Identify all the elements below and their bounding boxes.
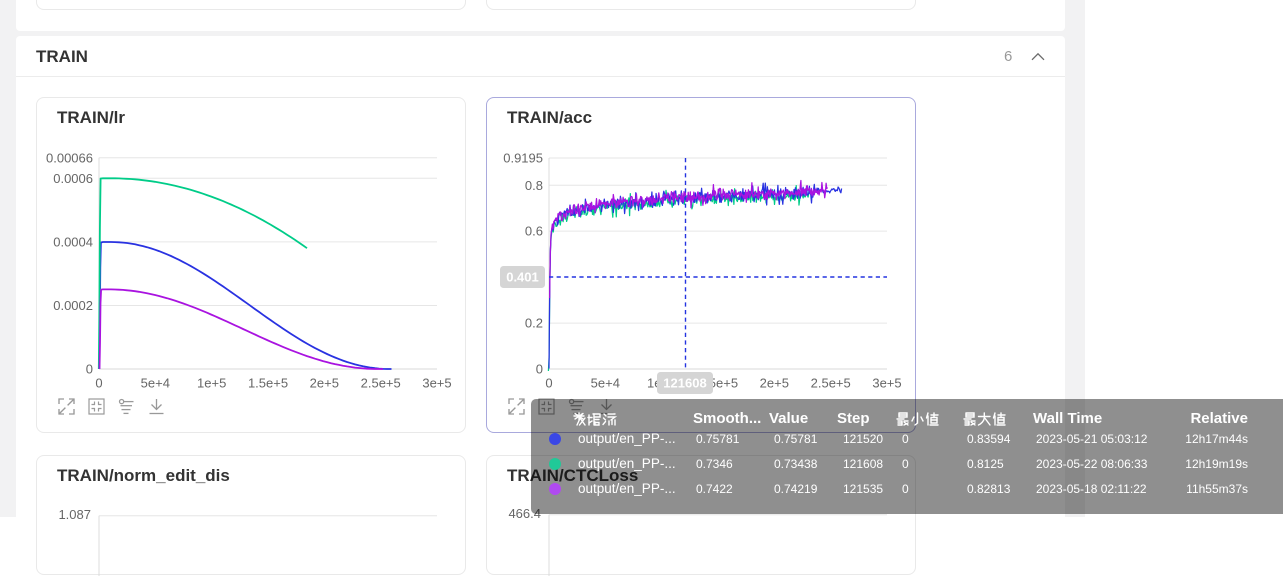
svg-text:2e+5: 2e+5 — [760, 376, 789, 391]
svg-text:1e+5: 1e+5 — [197, 376, 226, 391]
svg-text:0.6: 0.6 — [525, 224, 543, 239]
svg-text:121608: 121608 — [663, 376, 706, 391]
svg-text:1.5e+5: 1.5e+5 — [248, 376, 288, 391]
svg-text:0.00066: 0.00066 — [46, 150, 93, 165]
svg-text:2.5e+5: 2.5e+5 — [811, 376, 851, 391]
svg-text:1.087: 1.087 — [58, 507, 91, 522]
svg-text:0: 0 — [536, 362, 543, 377]
svg-text:0.0006: 0.0006 — [53, 171, 93, 186]
svg-text:2.5e+5: 2.5e+5 — [361, 376, 401, 391]
svg-text:5e+4: 5e+4 — [591, 376, 620, 391]
svg-text:5e+4: 5e+4 — [141, 376, 170, 391]
svg-text:0: 0 — [95, 376, 102, 391]
svg-text:2e+5: 2e+5 — [310, 376, 339, 391]
svg-text:0.0002: 0.0002 — [53, 298, 93, 313]
svg-text:0: 0 — [545, 376, 552, 391]
svg-text:3e+5: 3e+5 — [422, 376, 451, 391]
svg-text:3e+5: 3e+5 — [872, 376, 901, 391]
svg-text:0.2: 0.2 — [525, 316, 543, 331]
svg-text:0.0004: 0.0004 — [53, 235, 93, 250]
svg-text:0: 0 — [86, 362, 93, 377]
svg-text:0.9195: 0.9195 — [503, 151, 543, 166]
svg-text:0.401: 0.401 — [506, 270, 539, 285]
svg-text:0.8: 0.8 — [525, 178, 543, 193]
